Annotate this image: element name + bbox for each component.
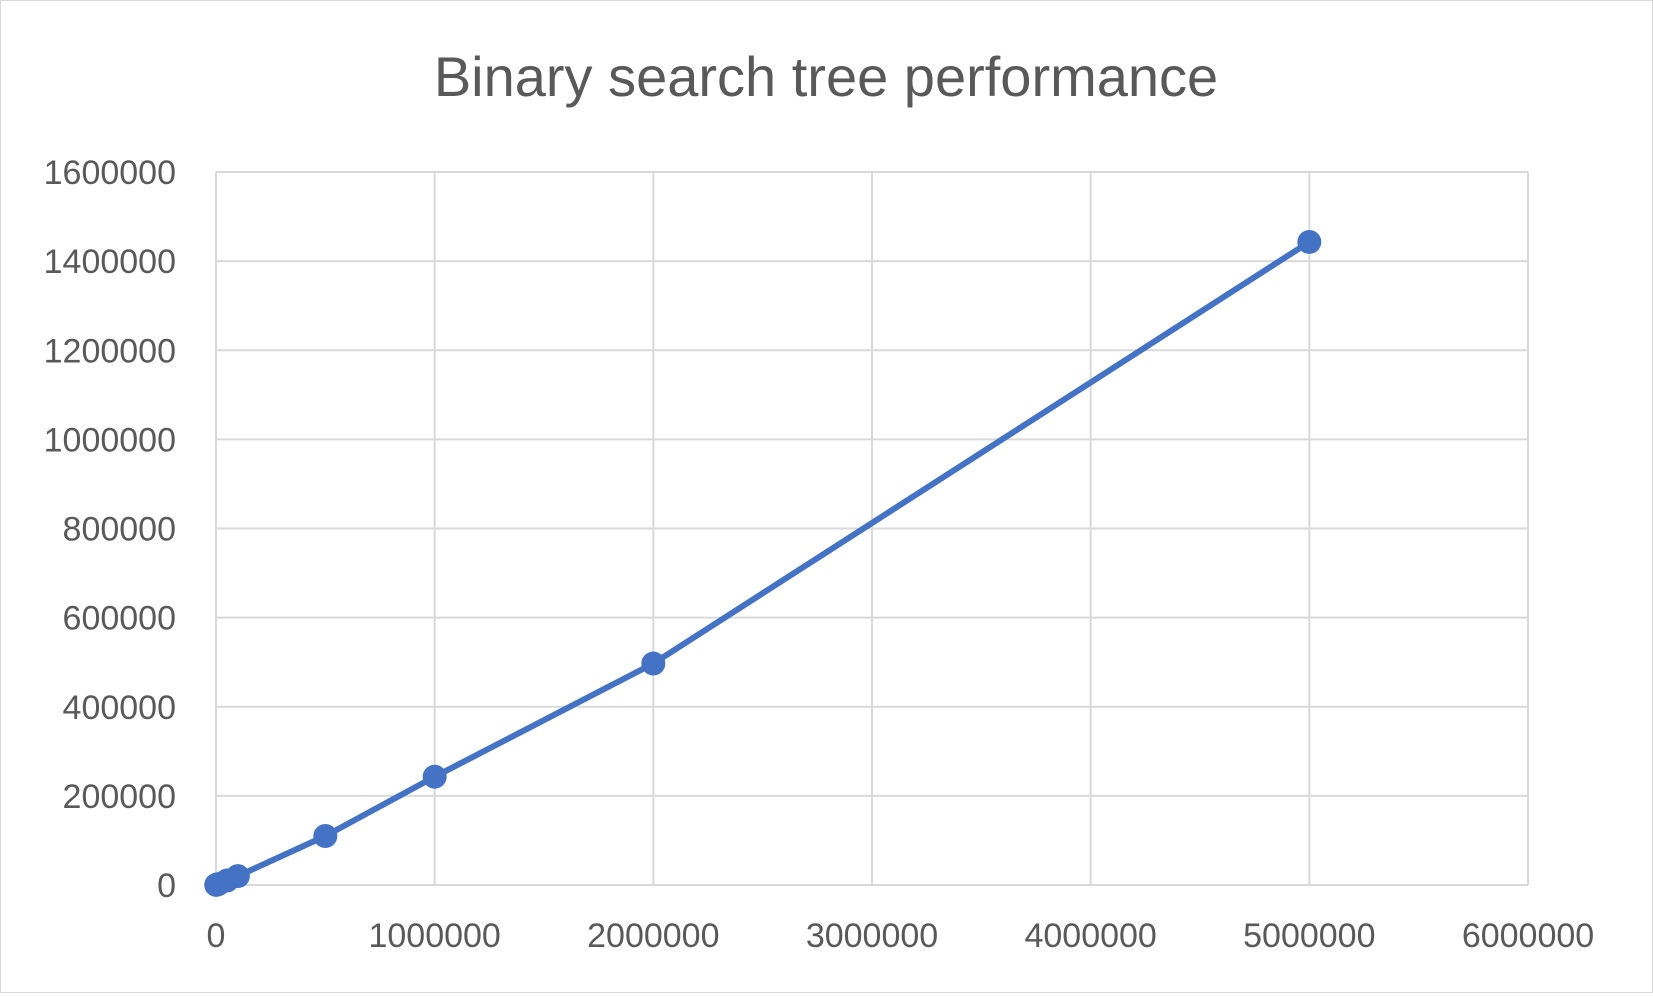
y-tick-label: 1200000 xyxy=(44,332,176,370)
y-tick-label: 1600000 xyxy=(44,154,176,192)
y-tick-label: 1400000 xyxy=(44,243,176,281)
x-tick-label: 0 xyxy=(207,917,226,955)
y-tick-label: 0 xyxy=(157,867,176,905)
x-tick-label: 3000000 xyxy=(806,917,938,955)
y-axis-tick-labels: 0 200000 400000 600000 800000 1000000 1200000 1… xyxy=(44,154,176,905)
y-tick-label: 1000000 xyxy=(44,421,176,459)
y-tick-label: 400000 xyxy=(63,689,176,727)
gridlines xyxy=(215,171,1529,886)
series-line xyxy=(213,238,1313,888)
y-tick-label: 600000 xyxy=(63,600,176,638)
x-tick-label: 2000000 xyxy=(587,917,719,955)
data-point xyxy=(225,864,250,889)
x-tick-label: 5000000 xyxy=(1243,917,1375,955)
data-point xyxy=(313,823,338,848)
chart-title: Binary search tree performance xyxy=(434,45,1218,108)
y-tick-label: 800000 xyxy=(63,511,176,549)
data-series xyxy=(204,229,1322,897)
data-point xyxy=(641,651,666,676)
data-point xyxy=(422,764,447,789)
y-tick-label: 200000 xyxy=(63,778,176,816)
x-tick-label: 4000000 xyxy=(1024,917,1156,955)
x-tick-label: 6000000 xyxy=(1462,917,1594,955)
x-tick-label: 1000000 xyxy=(368,917,500,955)
x-axis-tick-labels: 0 1000000 2000000 3000000 4000000 5000000 6000… xyxy=(207,917,1595,955)
data-point xyxy=(1297,229,1322,254)
